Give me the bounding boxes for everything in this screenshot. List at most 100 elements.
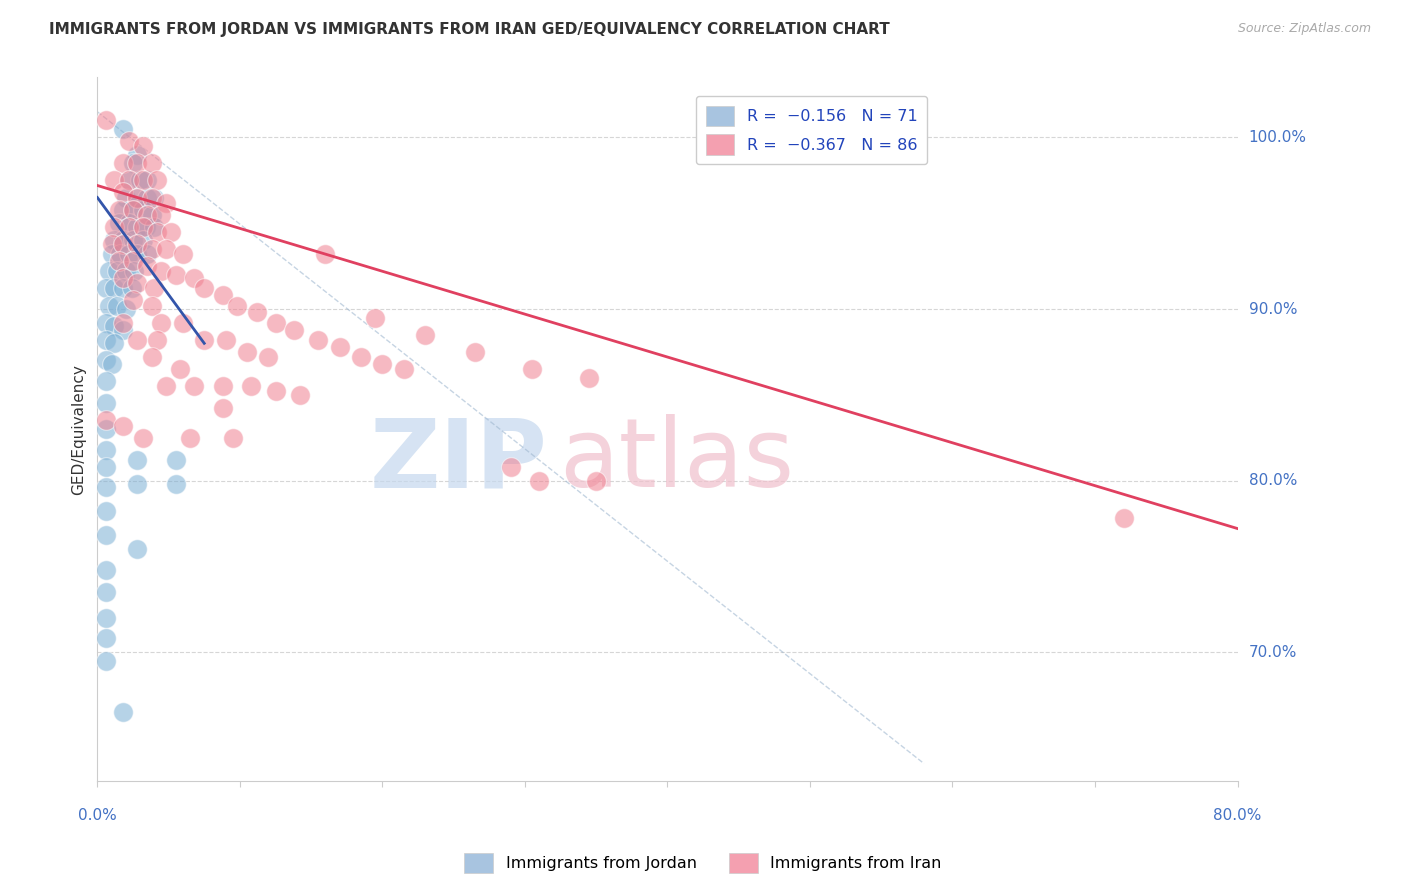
Text: 80.0%: 80.0% — [1213, 808, 1261, 823]
Point — [100, 236, 122, 251]
Point — [146, 333, 169, 347]
Point — [94, 422, 117, 436]
Point — [364, 310, 387, 325]
Point — [211, 401, 233, 416]
Point — [94, 459, 117, 474]
Point — [127, 277, 149, 291]
Point — [111, 122, 134, 136]
Point — [111, 186, 134, 200]
Point — [314, 247, 336, 261]
Point — [122, 156, 145, 170]
Y-axis label: GED/Equivalency: GED/Equivalency — [72, 364, 86, 494]
Point — [135, 219, 157, 234]
Point — [127, 477, 149, 491]
Point — [94, 442, 117, 457]
Point — [226, 299, 249, 313]
Point — [136, 173, 159, 187]
Point — [94, 353, 117, 368]
Point — [115, 190, 138, 204]
Point — [127, 156, 149, 170]
Point — [283, 322, 305, 336]
Point — [122, 233, 145, 247]
Point — [127, 236, 149, 251]
Point — [111, 281, 134, 295]
Text: 0.0%: 0.0% — [77, 808, 117, 823]
Point — [94, 654, 117, 668]
Point — [288, 388, 311, 402]
Point — [118, 219, 141, 234]
Point — [103, 233, 125, 247]
Point — [257, 350, 280, 364]
Point — [172, 316, 194, 330]
Point — [127, 333, 149, 347]
Point — [211, 288, 233, 302]
Point — [132, 431, 155, 445]
Point — [222, 431, 245, 445]
Point — [211, 379, 233, 393]
Point — [129, 173, 152, 187]
Point — [264, 384, 287, 399]
Point — [527, 474, 550, 488]
Point — [127, 190, 149, 204]
Point — [124, 264, 146, 278]
Point — [103, 281, 125, 295]
Point — [136, 190, 159, 204]
Legend: R =  −0.156   N = 71, R =  −0.367   N = 86: R = −0.156 N = 71, R = −0.367 N = 86 — [696, 96, 928, 164]
Text: 100.0%: 100.0% — [1249, 130, 1306, 145]
Point — [97, 264, 120, 278]
Point — [141, 242, 163, 256]
Point — [97, 299, 120, 313]
Point — [115, 264, 138, 278]
Point — [193, 333, 215, 347]
Point — [141, 208, 163, 222]
Point — [246, 305, 269, 319]
Point — [264, 316, 287, 330]
Point — [94, 316, 117, 330]
Point — [132, 139, 155, 153]
Point — [103, 173, 125, 187]
Point — [136, 208, 159, 222]
Point — [111, 322, 134, 336]
Point — [127, 453, 149, 467]
Legend: Immigrants from Jordan, Immigrants from Iran: Immigrants from Jordan, Immigrants from … — [458, 847, 948, 880]
Point — [155, 195, 177, 210]
Point — [94, 563, 117, 577]
Point — [585, 474, 607, 488]
Point — [160, 225, 183, 239]
Point — [115, 301, 138, 316]
Point — [122, 254, 145, 268]
Point — [179, 431, 201, 445]
Point — [94, 374, 117, 388]
Point — [413, 327, 436, 342]
Point — [132, 202, 155, 217]
Point — [94, 528, 117, 542]
Point — [165, 477, 187, 491]
Point — [236, 344, 259, 359]
Point — [146, 225, 169, 239]
Point — [111, 271, 134, 285]
Point — [183, 271, 205, 285]
Point — [111, 705, 134, 719]
Point — [118, 247, 141, 261]
Point — [520, 362, 543, 376]
Point — [165, 268, 187, 282]
Point — [122, 293, 145, 308]
Point — [141, 350, 163, 364]
Text: Source: ZipAtlas.com: Source: ZipAtlas.com — [1237, 22, 1371, 36]
Point — [118, 134, 141, 148]
Point — [111, 202, 134, 217]
Point — [94, 504, 117, 518]
Point — [111, 233, 134, 247]
Point — [118, 173, 141, 187]
Text: atlas: atlas — [560, 414, 794, 508]
Point — [143, 281, 166, 295]
Point — [240, 379, 263, 393]
Point — [127, 542, 149, 557]
Point — [111, 156, 134, 170]
Point — [94, 413, 117, 427]
Point — [350, 350, 373, 364]
Point — [105, 299, 128, 313]
Point — [169, 362, 191, 376]
Point — [103, 319, 125, 334]
Point — [105, 264, 128, 278]
